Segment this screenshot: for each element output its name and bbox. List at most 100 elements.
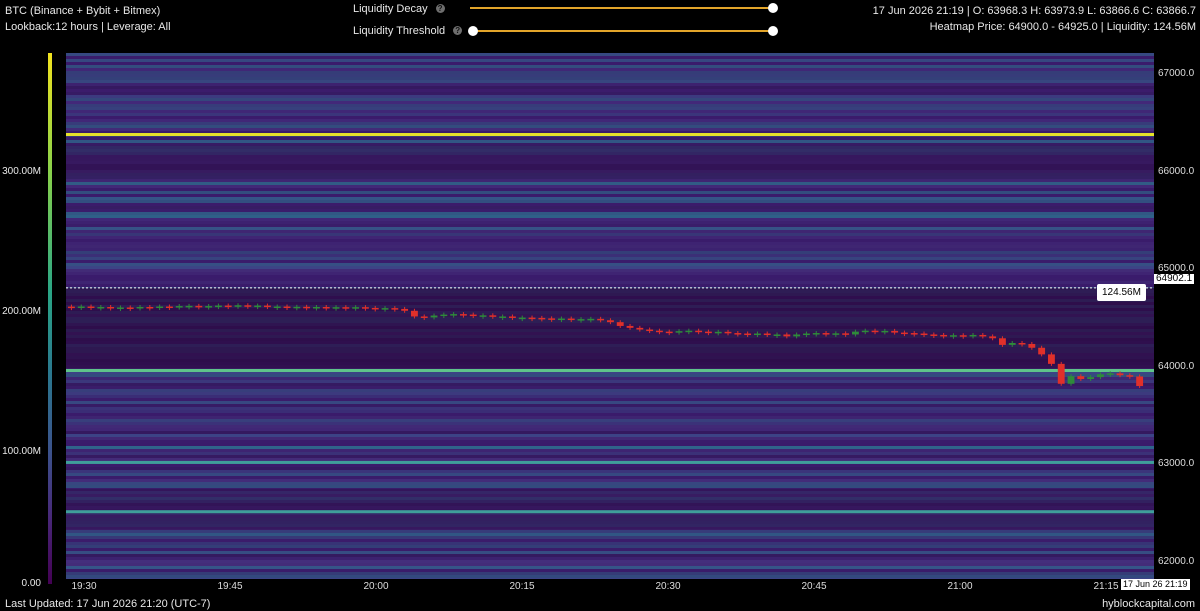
candle [773, 334, 781, 336]
liquidity-band [66, 392, 1154, 395]
liquidity-band [66, 455, 1154, 458]
liquidity-band [66, 539, 1154, 542]
lookback-info: Lookback:12 hours | Leverage: All [5, 21, 171, 33]
candle [313, 306, 320, 309]
candle [724, 331, 732, 334]
liquidity-band [66, 107, 1154, 110]
slider-min-knob[interactable] [468, 26, 478, 36]
x-axis-tick: 21:15 [1093, 581, 1119, 592]
liquidity-band [66, 65, 1154, 68]
liquidity-band [66, 230, 1154, 233]
candle [930, 334, 938, 336]
liquidity-tooltip: 124.56M [1097, 284, 1146, 301]
colorbar-tick: 0.00 [21, 578, 41, 589]
key-liquidity-level [66, 460, 1154, 464]
liquidity-band [66, 263, 1154, 266]
liquidity-band [66, 434, 1154, 437]
candle [656, 330, 663, 333]
liquidity-band [66, 278, 1154, 281]
candle [861, 330, 869, 333]
liquidity-band [66, 482, 1154, 485]
candle [803, 333, 810, 336]
y-axis-tick: 63000.0 [1158, 458, 1195, 469]
liquidity-band [66, 80, 1154, 83]
liquidity-band [66, 542, 1154, 545]
candle [77, 306, 85, 309]
key-liquidity-level [66, 510, 1154, 514]
liquidity-band [66, 386, 1154, 389]
candle [391, 308, 399, 310]
liquidity-band [66, 578, 1154, 579]
candle [685, 330, 693, 333]
liquidity-band [66, 533, 1154, 536]
liquidity-band [66, 143, 1154, 146]
candle [979, 334, 987, 337]
brand-link[interactable]: hyblockcapital.com [1102, 598, 1195, 610]
candle [509, 316, 516, 318]
liquidity-band [66, 530, 1154, 533]
liquidity-band [66, 131, 1154, 134]
liquidity-band [66, 485, 1154, 488]
candle [959, 335, 967, 337]
liquidity-band [66, 548, 1154, 551]
liquidity-band [66, 398, 1154, 401]
liquidity-band [66, 125, 1154, 128]
liquidity-band [66, 221, 1154, 224]
candle [695, 330, 703, 333]
help-icon[interactable]: ? [453, 26, 463, 35]
liquidity-threshold-label: Liquidity Threshold? [353, 25, 463, 37]
liquidity-band [66, 407, 1154, 410]
liquidity-threshold-slider[interactable] [468, 26, 778, 36]
candle [1008, 343, 1016, 345]
candle [705, 331, 712, 334]
candle [195, 305, 203, 308]
liquidity-band [66, 467, 1154, 470]
liquidity-band [66, 98, 1154, 101]
colorbar-tick: 100.00M [2, 446, 41, 457]
candle [734, 333, 742, 335]
candle [68, 306, 75, 309]
candle [626, 325, 634, 328]
slider-knob[interactable] [768, 3, 778, 13]
candle [1028, 343, 1036, 348]
candle [763, 333, 771, 336]
liquidity-band [66, 233, 1154, 236]
liquidity-band [66, 272, 1154, 275]
liquidity-band [66, 269, 1154, 272]
liquidity-band [66, 182, 1154, 185]
liquidity-band [66, 275, 1154, 278]
candle [126, 307, 134, 309]
candle [322, 306, 330, 309]
candle [714, 331, 722, 334]
candle [881, 330, 889, 333]
candle [244, 305, 252, 307]
liquidity-band [66, 458, 1154, 461]
liquidity-band [66, 188, 1154, 191]
candle [420, 316, 428, 318]
slider-max-knob[interactable] [768, 26, 778, 36]
liquidity-band [66, 203, 1154, 206]
candle [1077, 376, 1085, 380]
liquidity-band [66, 479, 1154, 482]
liquidity-band [66, 197, 1154, 200]
liquidity-decay-slider[interactable] [470, 3, 778, 13]
candle [616, 322, 624, 326]
candle [352, 307, 360, 309]
candle [107, 306, 115, 309]
liquidity-band [66, 59, 1154, 62]
liquidity-band [66, 77, 1154, 80]
candle [479, 315, 487, 317]
candle [577, 319, 585, 321]
liquidity-heatmap[interactable] [66, 53, 1154, 579]
liquidity-band [66, 110, 1154, 113]
help-icon[interactable]: ? [435, 4, 445, 13]
liquidity-band [66, 422, 1154, 425]
liquidity-band [66, 89, 1154, 92]
x-axis-tick: 20:45 [801, 581, 827, 592]
candle [675, 331, 683, 333]
x-axis-tick: 20:30 [655, 581, 681, 592]
liquidity-band [66, 212, 1154, 215]
low-liquidity-zone [66, 145, 1154, 180]
liquidity-band [66, 371, 1154, 374]
liquidity-band [66, 401, 1154, 404]
